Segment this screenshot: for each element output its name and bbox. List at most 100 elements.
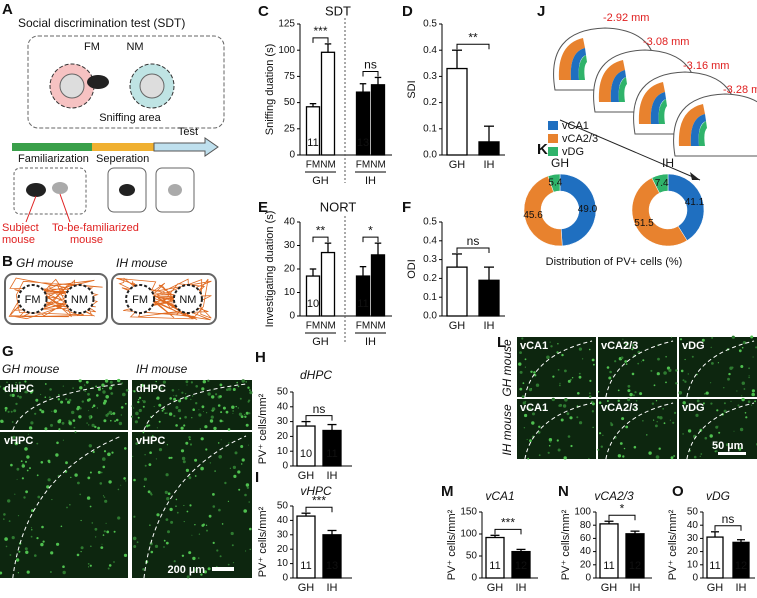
cell <box>751 404 753 406</box>
boundary <box>524 340 593 398</box>
cell <box>122 392 126 397</box>
micrograph <box>598 337 677 397</box>
cell <box>34 554 37 557</box>
cell <box>149 542 153 546</box>
mouse-icon <box>87 75 109 89</box>
cell <box>571 377 574 379</box>
y-tick-label: 50 <box>687 507 699 518</box>
label: GH mouse <box>2 362 60 376</box>
cell <box>149 451 152 455</box>
y-tick-label: 0.1 <box>423 292 437 303</box>
cell <box>167 530 170 534</box>
cell <box>675 369 678 372</box>
boundary <box>686 340 755 398</box>
cell <box>62 439 64 441</box>
cell <box>528 407 532 411</box>
cell <box>167 492 171 496</box>
y-axis-title: PV⁺ cells/mm² <box>257 506 269 577</box>
sig-label: * <box>620 501 625 515</box>
cell <box>222 406 226 410</box>
cell <box>0 571 3 575</box>
cell <box>62 565 65 568</box>
cell <box>10 463 13 467</box>
cell <box>619 442 623 445</box>
cell <box>89 564 92 567</box>
cell <box>200 466 204 471</box>
cell <box>212 389 214 391</box>
cell <box>132 455 134 457</box>
y-tick-label: 40 <box>580 546 592 557</box>
cell <box>109 380 113 384</box>
cell <box>142 400 146 404</box>
cell <box>72 387 74 389</box>
label: Sniffing area <box>99 112 161 124</box>
y-tick-label: 0.3 <box>423 71 437 82</box>
cell <box>228 442 230 444</box>
scale-bar <box>718 452 746 455</box>
cell <box>103 419 107 423</box>
cell <box>71 410 75 415</box>
cell <box>519 387 523 391</box>
x-tick-label: NM <box>320 160 336 171</box>
cell <box>94 536 97 538</box>
boundary <box>605 402 674 460</box>
cell <box>175 406 179 409</box>
cell <box>739 447 742 450</box>
x-tick-label: NM <box>370 160 386 171</box>
cell <box>639 392 643 396</box>
value-label: 41.1 <box>685 197 705 208</box>
cell <box>81 400 85 403</box>
cell <box>163 539 166 542</box>
cell <box>188 476 192 480</box>
depth-label: -3.16 mm <box>683 60 729 72</box>
cell <box>751 392 755 397</box>
cell <box>78 379 82 383</box>
cell <box>166 444 168 446</box>
panel-letter: N <box>558 483 569 500</box>
cell <box>3 513 6 516</box>
cell <box>137 400 140 404</box>
cell <box>631 372 635 376</box>
cell <box>165 473 169 477</box>
panel-letter: B <box>2 253 13 270</box>
y-tick-label: 40 <box>277 401 289 412</box>
y-tick-label: 150 <box>460 507 477 518</box>
cell <box>650 369 653 372</box>
cell <box>699 455 701 457</box>
cell <box>198 409 200 411</box>
cell <box>563 456 567 460</box>
cell <box>730 400 732 402</box>
cell <box>88 444 93 448</box>
cell <box>625 363 628 365</box>
cell <box>687 373 689 375</box>
cell <box>633 445 637 449</box>
cell <box>15 402 18 406</box>
cell <box>665 381 667 384</box>
cell <box>227 428 231 431</box>
cell <box>173 414 176 418</box>
cell <box>8 520 11 522</box>
cell <box>237 407 239 409</box>
cell <box>582 358 584 360</box>
cell <box>17 515 20 517</box>
cell <box>655 424 658 428</box>
cell <box>149 492 153 495</box>
boundary <box>12 435 122 579</box>
micrograph <box>0 432 128 578</box>
cell <box>207 392 211 396</box>
label: IH mouse <box>116 256 168 270</box>
panel-letter: I <box>255 469 259 486</box>
cell <box>40 542 44 547</box>
region <box>638 82 665 124</box>
bar <box>320 251 336 317</box>
micrograph <box>679 337 757 397</box>
cell <box>653 419 655 421</box>
cell <box>518 362 522 366</box>
cell <box>132 390 134 392</box>
cell <box>9 394 13 397</box>
label: Test <box>178 126 198 138</box>
cell <box>588 348 591 351</box>
cell <box>125 389 129 392</box>
cell <box>105 522 107 524</box>
cell <box>599 432 602 435</box>
